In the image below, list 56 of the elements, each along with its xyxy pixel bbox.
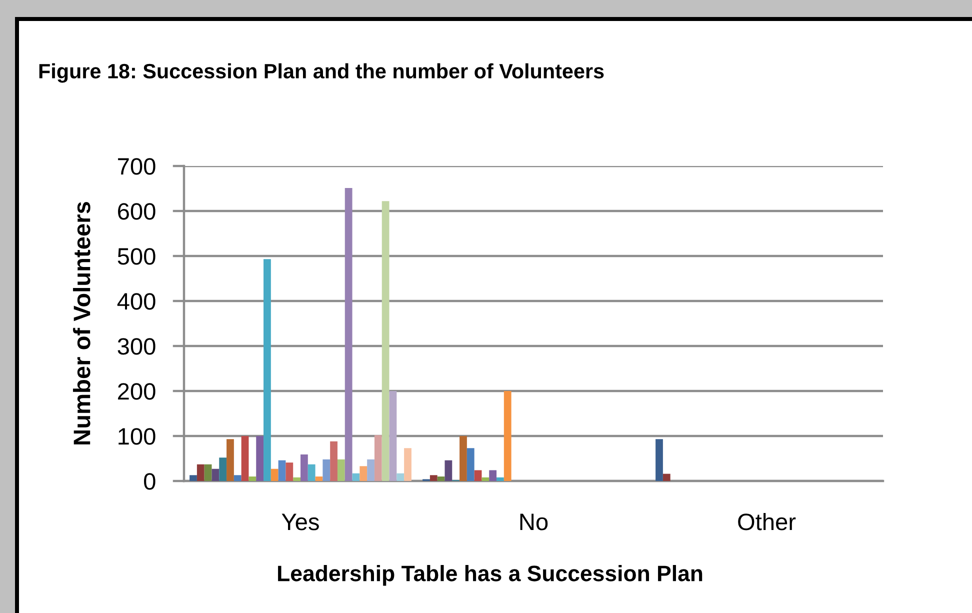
x-tick-label: Other [738, 512, 796, 530]
y-tick-label: 700 [118, 158, 156, 175]
bar [234, 475, 242, 481]
x-axis-title: Leadership Table has a Succession Plan [278, 565, 702, 586]
bar [360, 466, 368, 481]
chart-title: Figure 18: Succession Plan and the number of Volunteers [39, 63, 604, 83]
bar [315, 476, 323, 481]
bar [308, 464, 316, 481]
bar [437, 476, 445, 481]
bar [286, 462, 294, 481]
bar [656, 439, 663, 481]
y-tick-label: 400 [117, 293, 156, 310]
y-axis-title: Number of Volunteers [72, 202, 90, 444]
bar [662, 474, 670, 481]
bar [374, 435, 382, 481]
bar [382, 201, 390, 481]
bar [212, 468, 220, 481]
bar [404, 448, 412, 481]
bar [248, 476, 256, 481]
bar [504, 391, 512, 481]
x-tick-label: Yes [282, 514, 319, 530]
y-tick-label: 300 [118, 338, 156, 355]
bar [190, 475, 197, 481]
bar [396, 473, 404, 481]
bar [344, 188, 352, 481]
y-tick-label: 500 [118, 248, 156, 265]
bar [496, 477, 504, 481]
bar [489, 470, 497, 481]
bar [337, 459, 345, 481]
bar [322, 459, 330, 481]
bar [460, 436, 467, 481]
bar [330, 441, 338, 481]
y-tick-label: 0 [144, 473, 156, 490]
bar [270, 468, 278, 481]
bar [264, 259, 271, 481]
bar [204, 464, 212, 481]
y-tick-label: 200 [118, 383, 156, 400]
bar [241, 436, 249, 481]
bar [256, 436, 264, 481]
bar [352, 473, 360, 481]
bar [482, 477, 490, 481]
bar [226, 439, 234, 481]
y-tick-label: 100 [118, 428, 156, 445]
bar [219, 458, 227, 481]
bar [444, 460, 452, 481]
bar [278, 460, 286, 481]
y-tick-label: 600 [118, 203, 156, 220]
x-tick-label: No [520, 514, 548, 530]
bar [367, 459, 374, 481]
bar [430, 475, 438, 481]
bar [474, 470, 482, 481]
bar [300, 454, 308, 481]
bar [466, 448, 474, 481]
bar [196, 464, 204, 481]
bar [293, 477, 300, 481]
bar [389, 391, 397, 481]
